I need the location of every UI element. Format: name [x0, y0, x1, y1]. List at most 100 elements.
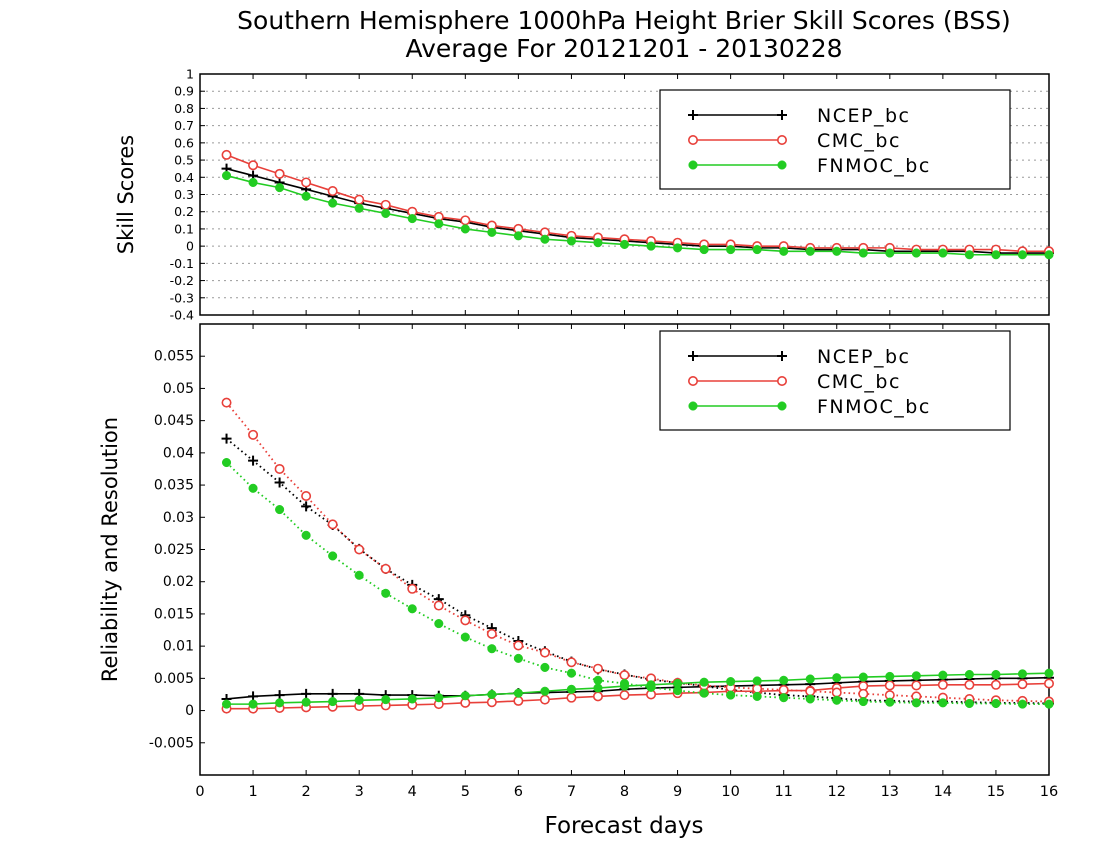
data-point-fnmoc-bc-resolution	[301, 530, 311, 540]
x-tick-label: 13	[881, 784, 899, 800]
data-point-fnmoc-bc	[328, 198, 338, 208]
data-point-fnmoc-bc-resolution	[566, 668, 576, 678]
series-cmc-bc-resolution	[221, 397, 1055, 707]
data-point-cmc-bc-resolution	[274, 463, 285, 474]
data-point-fnmoc-bc-resolution	[832, 695, 842, 705]
data-point-fnmoc-bc	[248, 177, 258, 187]
x-tick-label: 11	[774, 784, 792, 800]
data-point-fnmoc-bc-reliability	[779, 675, 789, 685]
y-tick-label: 0.6	[174, 135, 194, 150]
x-tick-label: 7	[567, 784, 576, 800]
data-point-fnmoc-bc-reliability	[566, 684, 576, 694]
data-point-fnmoc-bc	[301, 191, 311, 201]
data-point-fnmoc-bc-reliability	[805, 674, 815, 684]
data-point-fnmoc-bc-reliability	[248, 699, 258, 709]
data-point-fnmoc-bc	[885, 248, 895, 258]
panel-1: 1 0.9 0.8 0.7 0.6 0.5 0.4 0.3 0.2 0.1 0 -0.1 -0.2 -0.…	[114, 67, 1055, 323]
data-point-fnmoc-bc-resolution	[964, 698, 974, 709]
data-point-ncep-bc-resolution	[274, 477, 285, 488]
y-tick-label: 0	[186, 239, 194, 254]
data-point-cmc-bc-reliability	[1017, 679, 1028, 690]
data-point-fnmoc-bc	[911, 248, 921, 258]
data-point-fnmoc-bc-resolution	[805, 694, 815, 704]
x-tick-label: 9	[673, 784, 682, 800]
data-point-fnmoc-bc	[513, 231, 523, 241]
data-point-fnmoc-bc-resolution	[381, 588, 391, 598]
x-tick-label: 5	[461, 784, 470, 800]
x-tick-label: 14	[934, 784, 952, 800]
series-fnmoc-bc	[221, 171, 1054, 260]
y-tick-label: 0.005	[154, 671, 194, 687]
data-point-fnmoc-bc-reliability	[858, 672, 868, 682]
data-point-fnmoc-bc	[858, 248, 868, 258]
legend-marker	[776, 375, 787, 386]
legend-marker	[687, 135, 698, 146]
data-point-cmc-bc	[327, 186, 338, 197]
data-point-cmc-bc-resolution	[539, 647, 550, 658]
data-point-fnmoc-bc	[1017, 250, 1028, 260]
data-point-fnmoc-bc	[779, 246, 789, 256]
data-point-fnmoc-bc-reliability	[328, 697, 338, 707]
y-tick-label: -0.005	[149, 735, 194, 751]
data-point-fnmoc-bc	[646, 241, 656, 251]
data-point-cmc-bc-reliability	[566, 692, 577, 703]
data-point-fnmoc-bc-resolution	[646, 682, 656, 692]
data-point-fnmoc-bc-reliability	[911, 671, 921, 681]
data-point-fnmoc-bc-resolution	[487, 644, 497, 654]
data-point-fnmoc-bc-reliability	[699, 677, 709, 687]
data-point-fnmoc-bc-reliability	[301, 697, 311, 707]
data-point-cmc-bc-reliability	[486, 697, 497, 708]
data-point-fnmoc-bc-resolution	[1044, 699, 1054, 709]
y-tick-label: 0.5	[174, 153, 194, 168]
data-point-cmc-bc-reliability	[884, 680, 895, 691]
data-point-ncep-bc-resolution	[248, 455, 259, 466]
data-point-fnmoc-bc-reliability	[964, 669, 974, 680]
data-point-cmc-bc-reliability	[1044, 678, 1055, 689]
series-line-ncep-bc-resolution	[225, 437, 1050, 705]
data-point-fnmoc-bc	[619, 239, 630, 249]
data-point-cmc-bc-reliability	[990, 679, 1001, 690]
y-tick-label: 0.9	[174, 84, 194, 99]
data-point-fnmoc-bc-reliability	[221, 699, 232, 709]
data-point-fnmoc-bc-reliability	[1017, 669, 1028, 679]
data-point-cmc-bc-resolution	[354, 544, 365, 555]
data-point-fnmoc-bc-reliability	[354, 695, 364, 705]
legend-label: NCEP_bc	[817, 105, 910, 127]
data-point-cmc-bc-reliability	[937, 679, 948, 690]
data-point-fnmoc-bc-reliability	[407, 694, 417, 704]
data-point-fnmoc-bc-resolution	[779, 693, 789, 703]
data-point-cmc-bc-resolution	[248, 429, 259, 440]
data-point-fnmoc-bc	[832, 246, 842, 256]
series-cmc-bc-reliability	[221, 678, 1055, 714]
data-point-fnmoc-bc-reliability	[832, 673, 842, 683]
data-point-cmc-bc	[301, 177, 312, 188]
data-point-fnmoc-bc-reliability	[885, 671, 895, 681]
series-line-cmc-bc-resolution	[225, 402, 1050, 703]
data-point-cmc-bc-reliability	[964, 679, 975, 690]
series-ncep-bc-resolution	[221, 433, 1054, 709]
data-point-fnmoc-bc-reliability	[938, 670, 948, 680]
data-point-fnmoc-bc	[566, 236, 576, 246]
legend-entry-cmc-bc: CMC_bc	[687, 371, 899, 393]
plot-frame	[199, 323, 1050, 776]
series-fnmoc-bc-reliability	[221, 668, 1054, 709]
data-point-cmc-bc-resolution	[752, 683, 763, 694]
data-point-fnmoc-bc	[964, 250, 974, 260]
data-point-fnmoc-bc-resolution	[938, 698, 948, 708]
data-point-fnmoc-bc-resolution	[699, 688, 709, 698]
legend-marker	[687, 375, 698, 386]
data-point-cmc-bc-reliability	[513, 695, 524, 706]
data-point-cmc-bc	[460, 215, 471, 226]
data-point-fnmoc-bc	[699, 245, 709, 255]
data-point-fnmoc-bc-resolution	[673, 686, 683, 696]
x-tick-label: 2	[302, 784, 311, 800]
data-point-fnmoc-bc	[752, 245, 762, 255]
data-point-fnmoc-bc-resolution	[407, 604, 417, 614]
y-tick-label: -0.1	[170, 256, 194, 271]
plot-frame	[199, 73, 1050, 316]
data-point-cmc-bc-resolution	[433, 600, 444, 611]
y-tick-label: 0.7	[174, 118, 194, 133]
data-point-cmc-bc-reliability	[619, 690, 630, 701]
panel-2: 0.055 0.05 0.045 0.04 0.035 0.03 0.025 0.02 0.01…	[98, 323, 1058, 800]
